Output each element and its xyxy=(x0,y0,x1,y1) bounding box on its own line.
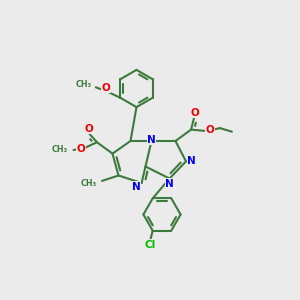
Text: O: O xyxy=(76,144,85,154)
Text: O: O xyxy=(101,83,110,93)
Text: N: N xyxy=(147,135,156,145)
Text: N: N xyxy=(187,156,196,167)
Text: N: N xyxy=(165,179,174,189)
Text: CH₃: CH₃ xyxy=(52,145,68,154)
Text: CH₃: CH₃ xyxy=(80,179,97,188)
Text: O: O xyxy=(206,125,215,135)
Text: O: O xyxy=(190,107,199,118)
Text: Cl: Cl xyxy=(145,240,156,250)
Text: O: O xyxy=(84,124,93,134)
Text: N: N xyxy=(132,182,141,192)
Text: CH₃: CH₃ xyxy=(75,80,91,89)
